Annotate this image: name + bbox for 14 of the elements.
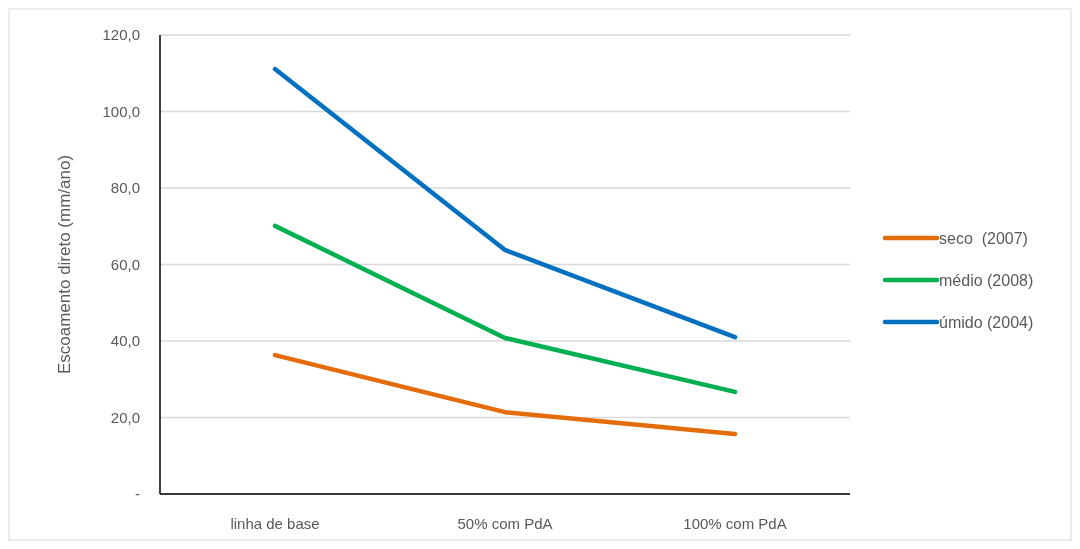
y-tick-label: 20,0 bbox=[110, 408, 140, 426]
legend-label: seco (2007) bbox=[939, 229, 1028, 247]
y-tick-label: 120,0 bbox=[102, 26, 140, 44]
y-tick-label: 100,0 bbox=[102, 102, 140, 120]
x-tick-label: 50% com PdA bbox=[457, 515, 553, 532]
x-tick-label: linha de base bbox=[230, 515, 320, 532]
legend-label: médio (2008) bbox=[939, 271, 1034, 289]
y-tick-label: - bbox=[135, 485, 140, 503]
y-axis-title: Escoamento direto (mm/ano) bbox=[55, 154, 74, 375]
x-tick-label: 100% com PdA bbox=[683, 515, 787, 532]
y-tick-label: 80,0 bbox=[110, 179, 140, 197]
y-tick-label: 40,0 bbox=[110, 332, 140, 350]
legend-label: úmido (2004) bbox=[939, 313, 1034, 331]
y-tick-label: 60,0 bbox=[110, 255, 140, 273]
